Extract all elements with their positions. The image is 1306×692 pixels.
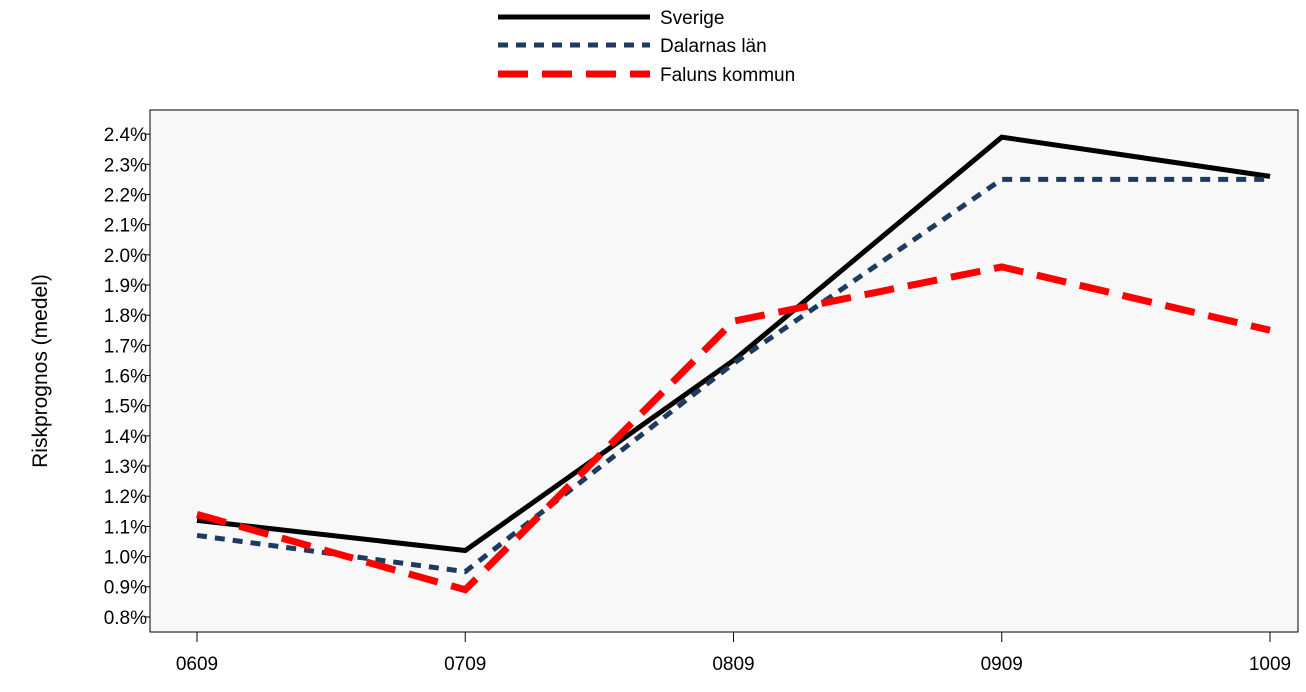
y-tick-label: 1.9% <box>104 276 147 297</box>
y-tick-label: 2.0% <box>104 246 147 267</box>
series-line-1 <box>196 134 1271 554</box>
legend-label: Sverige <box>660 8 724 29</box>
legend: Sverige Dalarnas län Faluns kommun <box>498 8 795 86</box>
y-tick-label: 1.0% <box>104 548 147 569</box>
x-tick-label: 0609 <box>176 654 218 675</box>
y-tick-label: 1.5% <box>104 397 147 418</box>
x-tick-label: 0709 <box>444 654 486 675</box>
y-tick-label: 2.2% <box>104 185 147 206</box>
y-tick-label: 1.4% <box>104 427 147 448</box>
y-tick-label: 1.8% <box>104 306 147 327</box>
x-tick-label: 1009 <box>1249 654 1291 675</box>
x-tick-label: 0909 <box>981 654 1023 675</box>
series-line-2 <box>196 176 1270 575</box>
y-tick-label: 2.3% <box>104 155 147 176</box>
y-tick-label: 2.4% <box>104 125 147 146</box>
y-axis: 0.8% 0.9% 1.0% 1.1% 1.2% 1.3% 1.4% 1.5% 1.6% 1.7%… <box>104 125 150 629</box>
y-axis-label: Riskprognos (medel) <box>29 274 52 468</box>
y-tick-label: 2.1% <box>104 216 147 237</box>
y-tick-label: 1.7% <box>104 336 147 357</box>
y-tick-label: 1.2% <box>104 487 147 508</box>
x-tick-label: 0809 <box>712 654 754 675</box>
x-axis: 0609 0709 0809 0909 1009 <box>176 632 1291 675</box>
y-tick-label: 0.9% <box>104 578 147 599</box>
y-tick-label: 0.8% <box>104 608 147 629</box>
legend-label: Faluns kommun <box>660 65 795 86</box>
y-tick-label: 1.6% <box>104 367 147 388</box>
series-line-3 <box>196 263 1271 594</box>
y-tick-label: 1.3% <box>104 457 147 478</box>
y-tick-label: 1.1% <box>104 517 147 538</box>
legend-label: Dalarnas län <box>660 36 767 57</box>
series-lines <box>196 134 1271 594</box>
